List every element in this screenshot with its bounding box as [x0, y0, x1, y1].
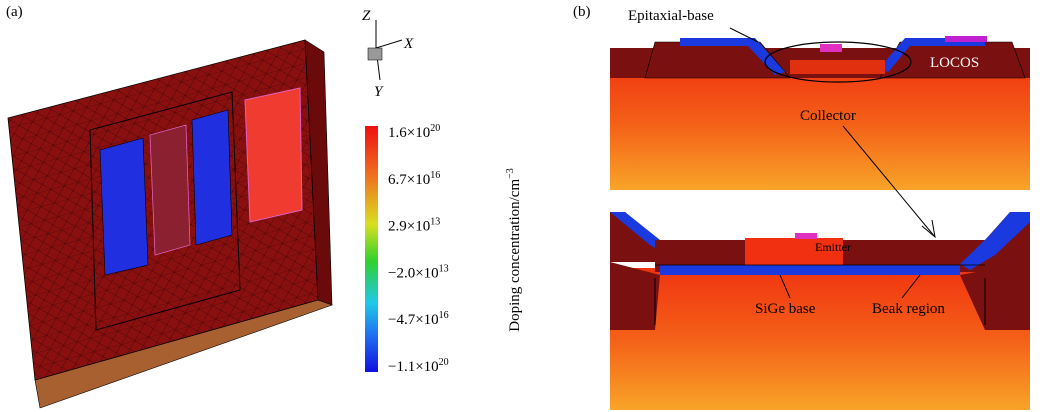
tick-exp: 20 [430, 123, 440, 134]
tick-base: −1.1×10 [388, 359, 439, 375]
locos-label: LOCOS [930, 55, 979, 71]
tick-base: 1.6×10 [388, 125, 430, 141]
colorbar-tick-label: 2.9×1013 [388, 217, 440, 235]
cross-section-bottom [610, 125, 1030, 410]
sige-base-label: SiGe base [755, 301, 816, 317]
panel-label: (b) [573, 4, 591, 20]
tick-exp: 16 [430, 170, 440, 181]
axis-z: Z [362, 8, 371, 24]
tick-exp: 20 [439, 357, 449, 368]
beak-region-label: Beak region [872, 301, 945, 317]
device-3d [7, 39, 333, 409]
tick-base: −2.0×10 [388, 265, 439, 281]
tick-exp: 16 [439, 310, 449, 321]
tick-exp: 13 [430, 217, 440, 228]
axis-x: X [403, 36, 414, 52]
epitaxial-base-label: Epitaxial-base [628, 8, 714, 24]
collector-label: Collector [800, 108, 856, 124]
colorbar-tick-label: 1.6×1020 [388, 123, 440, 141]
tick-exp: 13 [439, 263, 449, 274]
cross-section-top [610, 27, 1030, 190]
colorbar [365, 126, 378, 372]
panel-label: (a) [6, 4, 23, 20]
emitter-label: Emitter [815, 240, 851, 254]
tick-base: −4.7×10 [388, 312, 439, 328]
tick-base: 2.9×10 [388, 219, 430, 235]
colorbar-title-exp: −3 [505, 168, 516, 179]
axis-y: Y [374, 84, 384, 100]
tick-base: 6.7×10 [388, 172, 430, 188]
colorbar-title-text: Doping concentration/cm [507, 179, 523, 332]
colorbar-title: Doping concentration/cm−3 [505, 168, 523, 332]
colorbar-tick-label: −1.1×1020 [388, 357, 449, 375]
colorbar-tick-label: −2.0×1013 [388, 263, 449, 281]
colorbar-tick-label: 6.7×1016 [388, 170, 440, 188]
axis-triad: Z X Y [362, 8, 414, 100]
colorbar-tick-label: −4.7×1016 [388, 310, 449, 328]
